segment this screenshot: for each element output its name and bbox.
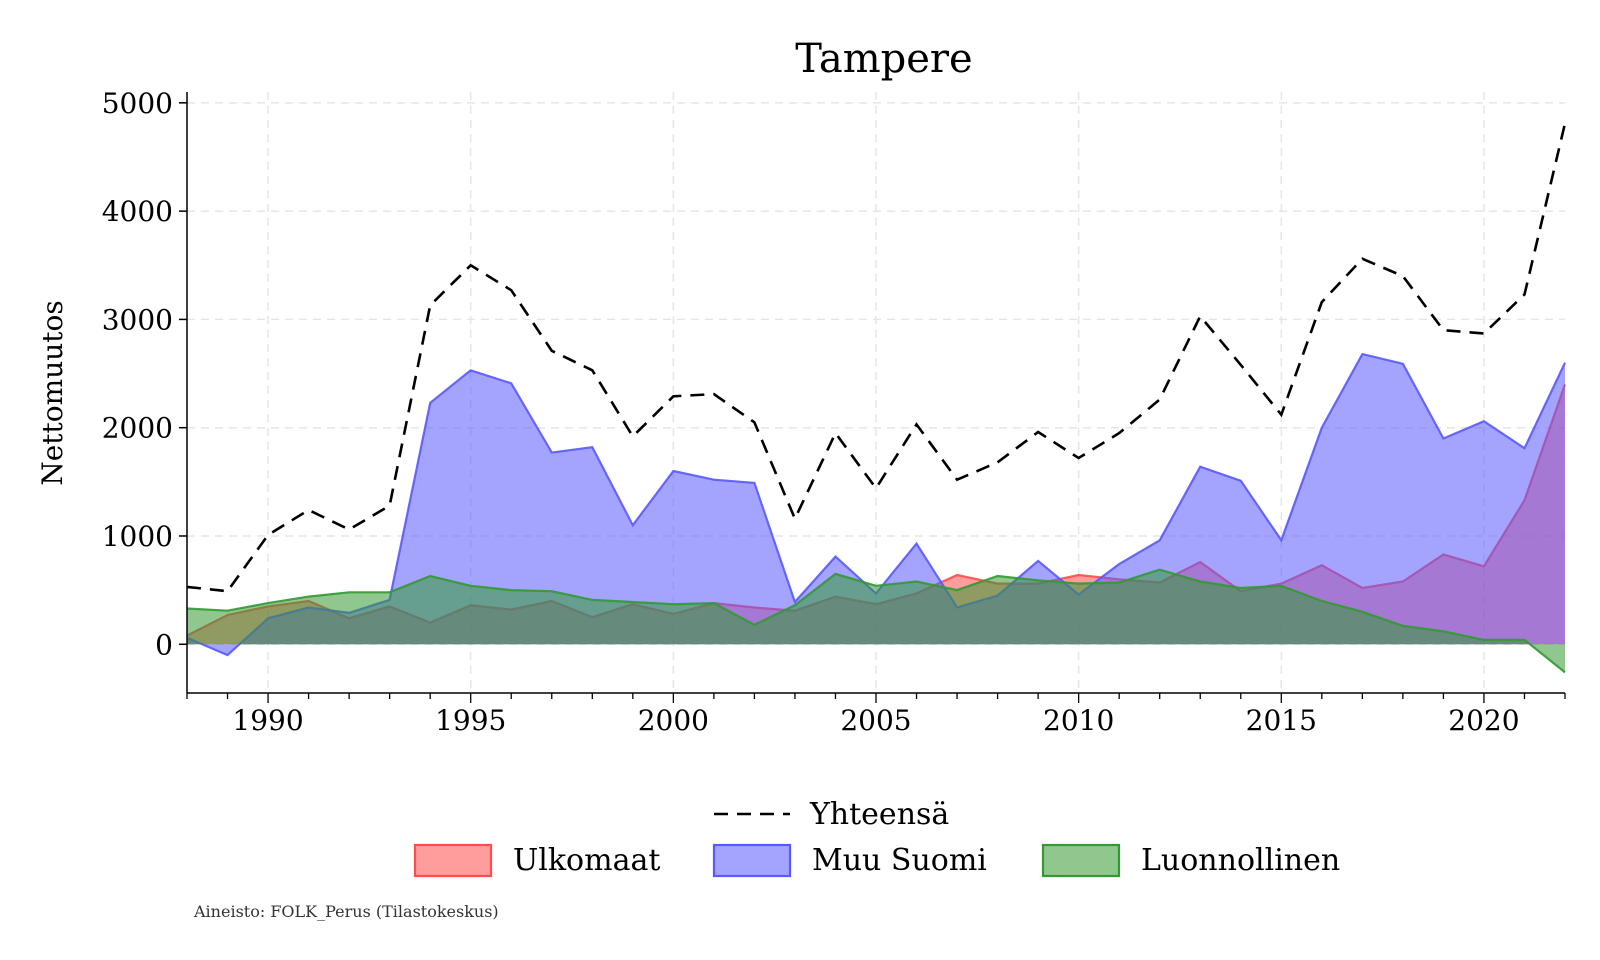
legend-label-yhteens: Yhteensä xyxy=(809,797,949,832)
y-tick-label: 5000 xyxy=(102,87,173,120)
legend-label-luonnollinen: Luonnollinen xyxy=(1141,843,1340,878)
axes: 0 1000 2000 3000 4000 5000 1990 1995 2000 2005 201… xyxy=(102,87,1566,737)
area-outline-luonnollinen xyxy=(186,568,1566,674)
area-muu-suomi xyxy=(187,354,1565,656)
y-tick-label: 3000 xyxy=(102,303,173,336)
x-tick-label: 2000 xyxy=(638,704,709,737)
legend: Yhteensä Ulkomaat Muu Suomi Luonnollinen xyxy=(413,797,1340,878)
legend-swatch-muu-suomi xyxy=(712,843,792,878)
line-layer xyxy=(186,123,1567,593)
y-tick-label: 4000 xyxy=(102,195,173,228)
source-note: Aineisto: FOLK_Perus (Tilastokeskus) xyxy=(194,902,499,921)
area-luonnollinen xyxy=(187,569,1565,673)
x-tick-label: 2005 xyxy=(840,704,911,737)
legend-label-ulkomaat: Ulkomaat xyxy=(513,843,660,878)
y-tick-label: 2000 xyxy=(102,412,173,445)
chart-title: Tampere xyxy=(795,36,972,82)
x-tick-label: 1995 xyxy=(435,704,506,737)
x-tick-label: 1990 xyxy=(232,704,303,737)
area-layer xyxy=(186,352,1567,674)
y-tick-label: 0 xyxy=(155,628,173,661)
x-tick-label: 2020 xyxy=(1448,704,1519,737)
x-tick-label: 2010 xyxy=(1043,704,1114,737)
legend-label-muu-suomi: Muu Suomi xyxy=(812,843,987,878)
legend-swatch-ulkomaat xyxy=(413,843,493,878)
y-tick-label: 1000 xyxy=(102,520,173,553)
x-tick-label: 2015 xyxy=(1246,704,1317,737)
y-axis-label: Nettomuutos xyxy=(36,300,69,486)
line-yhteens xyxy=(186,123,1567,593)
legend-swatch-luonnollinen xyxy=(1041,843,1121,878)
